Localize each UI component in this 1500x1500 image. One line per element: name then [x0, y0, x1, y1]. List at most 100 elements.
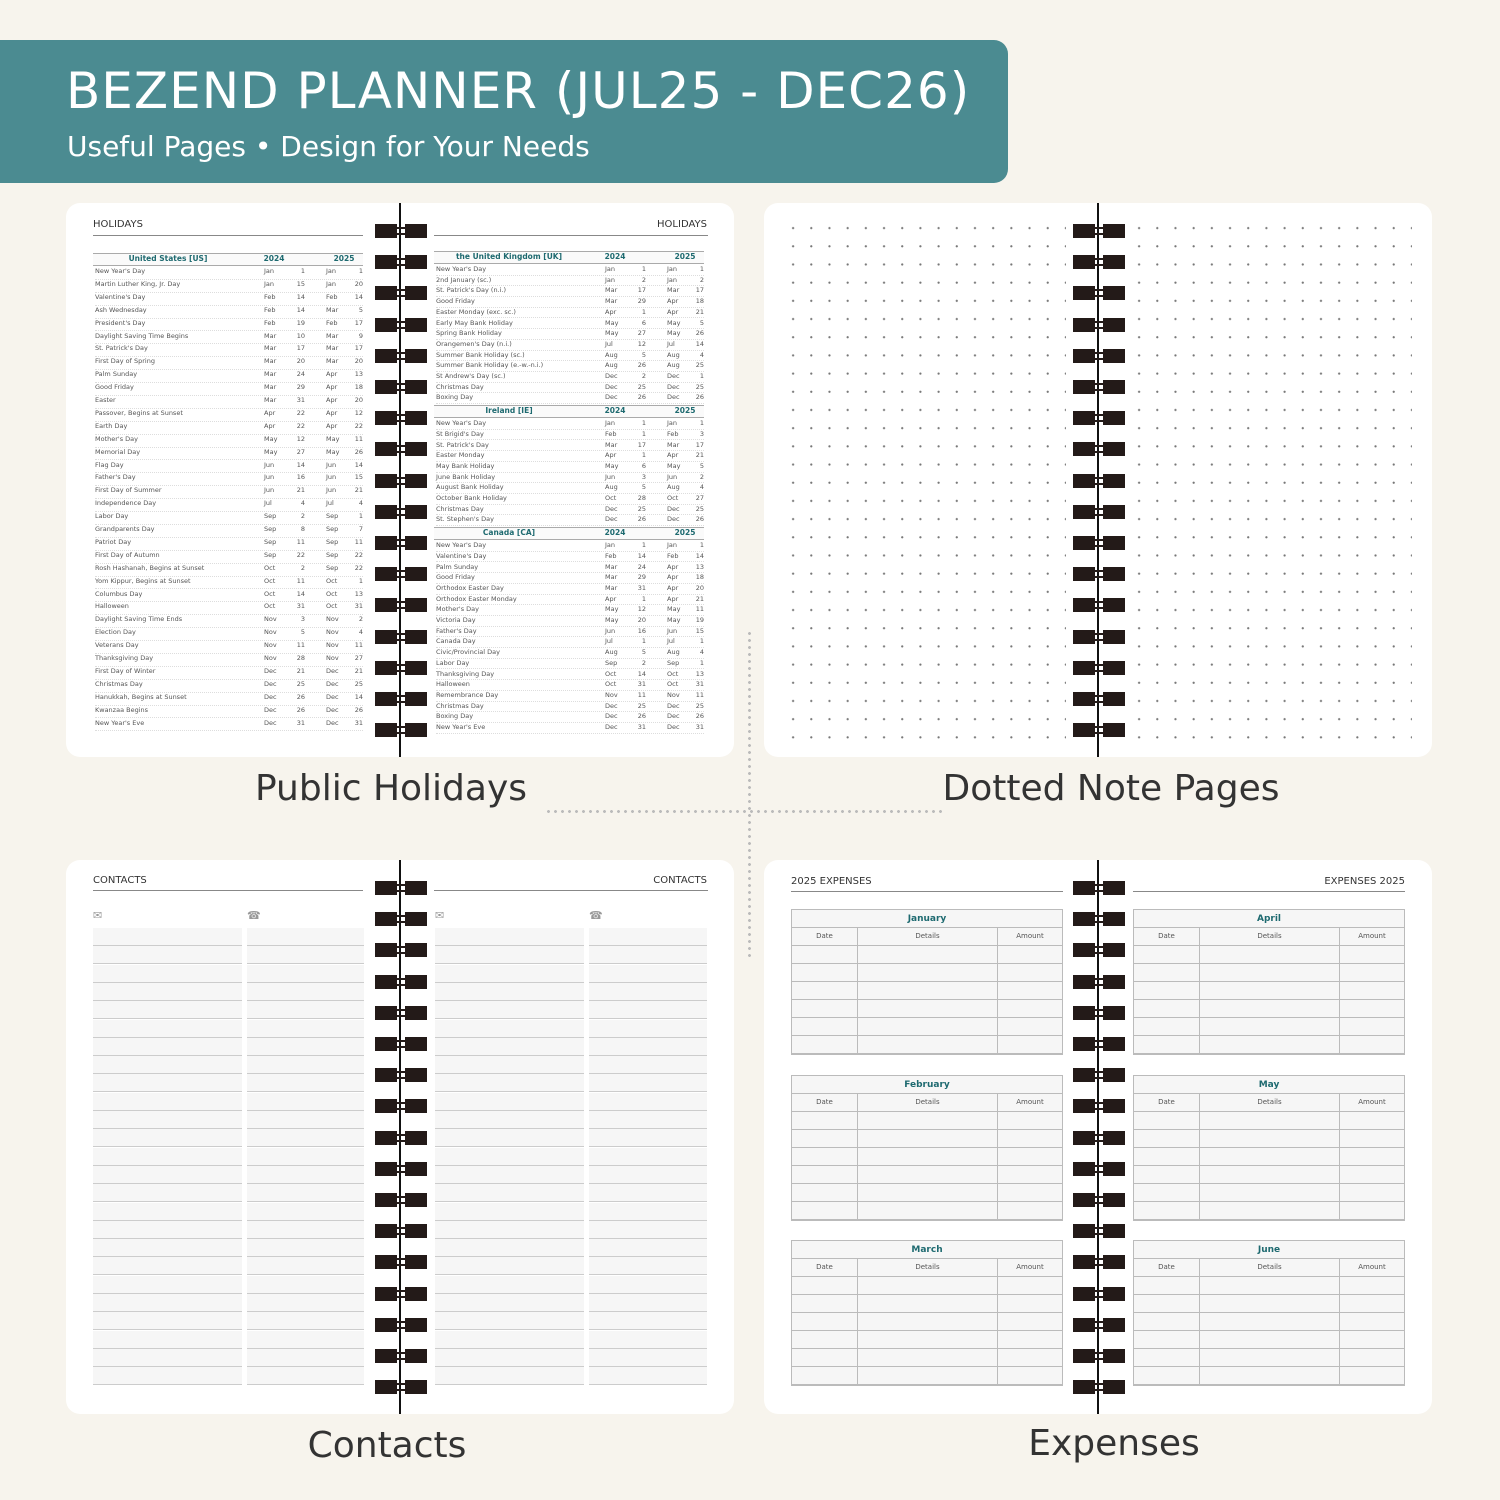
contact-line	[93, 1074, 242, 1093]
day-2024: 27	[296, 447, 305, 456]
spiral-ring	[1073, 723, 1125, 738]
holiday-row: Easter Mar 31 Apr 20	[95, 396, 363, 409]
ring-left	[1073, 629, 1095, 644]
contact-line	[93, 1019, 242, 1038]
expense-cell	[858, 1313, 998, 1330]
holiday-row: Mother's Day May 12 May 11	[436, 605, 704, 616]
expense-row	[1134, 1147, 1404, 1166]
ring-right	[1103, 224, 1125, 238]
month-2024: Jan	[605, 265, 616, 273]
day-2025: 17	[354, 344, 363, 353]
ring-right	[1103, 286, 1125, 301]
ring-right	[405, 1255, 427, 1270]
expense-cell	[1134, 1331, 1200, 1348]
ring-right	[405, 380, 427, 394]
contact-line	[435, 1056, 584, 1075]
expense-cell	[1200, 1295, 1340, 1312]
holiday-row: Christmas Day Dec 25 Dec 25	[436, 383, 704, 394]
expense-cell	[1134, 946, 1200, 963]
expense-cell	[1340, 964, 1404, 981]
ring-left	[375, 224, 397, 238]
ring-wire	[395, 570, 407, 579]
holiday-row: New Year's Eve Dec 31 Dec 31	[95, 719, 363, 732]
spiral-spine	[399, 203, 401, 757]
month-2024: Mar	[605, 573, 618, 582]
ring-right	[1103, 943, 1125, 958]
expense-cell	[858, 1018, 998, 1035]
spiral-ring	[1073, 567, 1125, 582]
ring-left	[1073, 1380, 1095, 1395]
ring-right	[405, 1068, 427, 1083]
holiday-name: Earth Day	[95, 421, 128, 430]
ring-left	[375, 1068, 397, 1083]
contact-line	[93, 1294, 242, 1312]
day-2024: 1	[641, 594, 646, 603]
expense-table: June Date Details Amount	[1133, 1240, 1405, 1386]
spiral-ring	[1073, 1349, 1125, 1363]
ring-wire	[1093, 1289, 1105, 1298]
holiday-name: Labor Day	[436, 658, 470, 667]
day-2024: 21	[296, 486, 305, 495]
expense-cell	[998, 982, 1062, 999]
day-2024: 26	[296, 692, 305, 701]
spiral-ring	[1073, 442, 1125, 457]
ring-wire	[1093, 1320, 1105, 1329]
ring-left	[375, 1286, 397, 1301]
ring-left	[1073, 1286, 1095, 1301]
contact-line	[93, 1184, 242, 1203]
month-2025: Mar	[667, 286, 680, 295]
spiral-ring	[1073, 1005, 1125, 1020]
expense-cell	[1134, 1129, 1200, 1147]
ring-right	[405, 1380, 427, 1395]
ring-right	[405, 629, 427, 644]
ring-left	[375, 1161, 397, 1176]
month-2024: Feb	[264, 318, 276, 327]
day-2025: 19	[695, 616, 704, 624]
expense-row	[1134, 1018, 1404, 1036]
holiday-name: Orthodox Easter Day	[436, 583, 504, 592]
month-2025: Dec	[326, 679, 339, 688]
divider-horizontal	[545, 810, 945, 813]
expense-cell	[1200, 1129, 1340, 1147]
year-label: 2025	[674, 252, 696, 261]
ring-wire	[395, 507, 407, 516]
column-header: Amount	[1358, 1263, 1386, 1271]
day-2025: 7	[358, 525, 363, 533]
day-2024: 28	[637, 494, 646, 502]
ring-wire	[395, 1320, 407, 1329]
ring-wire	[1093, 884, 1105, 892]
ring-wire	[395, 1383, 407, 1392]
day-2025: 22	[354, 550, 363, 559]
ring-wire	[395, 1040, 407, 1048]
ring-left	[1073, 1037, 1095, 1051]
spiral-ring	[375, 348, 427, 363]
month-2025: Jul	[667, 339, 675, 348]
ring-left	[375, 1130, 397, 1145]
holiday-name: Canada Day	[436, 637, 476, 646]
day-2025: 1	[358, 267, 363, 275]
ring-wire	[395, 1071, 407, 1080]
contact-line	[247, 1165, 364, 1184]
month-2024: May	[605, 605, 619, 614]
holiday-name: St. Patrick's Day	[436, 440, 489, 449]
day-2025: 17	[695, 286, 704, 295]
day-2025: 21	[354, 486, 363, 495]
holiday-row: Palm Sunday Mar 24 Apr 13	[95, 370, 363, 384]
contact-line	[435, 1257, 584, 1276]
spiral-ring	[375, 411, 427, 426]
day-2025: 22	[354, 421, 363, 430]
ring-right	[1103, 1099, 1125, 1114]
holiday-name: President's Day	[95, 318, 146, 327]
day-2025: 4	[699, 648, 704, 657]
ring-left	[375, 660, 397, 675]
holiday-name: Summer Bank Holiday (e.-w.-n.i.)	[436, 361, 544, 370]
ring-left	[1073, 1068, 1095, 1083]
day-2024: 12	[637, 605, 646, 614]
contact-line	[247, 1019, 364, 1038]
ring-left	[1073, 224, 1095, 238]
ring-right	[1103, 598, 1125, 613]
day-2024: 1	[641, 419, 646, 428]
ring-left	[375, 1037, 397, 1051]
month-2025: May	[326, 447, 340, 456]
expense-cell	[858, 1201, 998, 1219]
